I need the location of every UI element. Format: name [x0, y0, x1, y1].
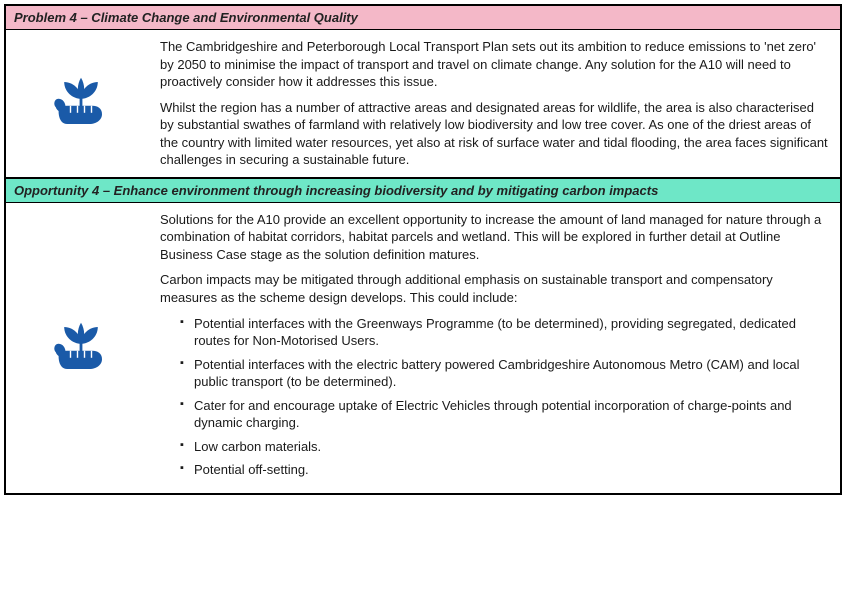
opportunity-bullet: Potential interfaces with the electric b…: [180, 356, 828, 391]
problem-header: Problem 4 – Climate Change and Environme…: [5, 5, 841, 30]
opportunity-header: Opportunity 4 – Enhance environment thro…: [5, 178, 841, 203]
opportunity-bullet-list: Potential interfaces with the Greenways …: [160, 315, 828, 479]
problem-row: The Cambridgeshire and Peterborough Loca…: [5, 30, 841, 178]
plant-hand-icon: [46, 68, 116, 138]
problem-icon-cell: [6, 30, 156, 177]
opportunity-bullet: Low carbon materials.: [180, 438, 828, 456]
opportunity-header-text: Opportunity 4 – Enhance environment thro…: [14, 183, 658, 198]
opportunity-bullet: Cater for and encourage uptake of Electr…: [180, 397, 828, 432]
opportunity-row: Solutions for the A10 provide an excelle…: [5, 203, 841, 494]
problem-paragraph: The Cambridgeshire and Peterborough Loca…: [160, 38, 828, 91]
opportunity-paragraph: Solutions for the A10 provide an excelle…: [160, 211, 828, 264]
opportunity-bullet: Potential off-setting.: [180, 461, 828, 479]
problem-paragraph: Whilst the region has a number of attrac…: [160, 99, 828, 169]
plant-hand-icon: [46, 313, 116, 383]
opportunity-paragraph: Carbon impacts may be mitigated through …: [160, 271, 828, 306]
problem-content: The Cambridgeshire and Peterborough Loca…: [156, 30, 840, 177]
problem-opportunity-table: Problem 4 – Climate Change and Environme…: [4, 4, 842, 495]
opportunity-icon-cell: [6, 203, 156, 493]
opportunity-bullet: Potential interfaces with the Greenways …: [180, 315, 828, 350]
opportunity-content: Solutions for the A10 provide an excelle…: [156, 203, 840, 493]
problem-header-text: Problem 4 – Climate Change and Environme…: [14, 10, 358, 25]
